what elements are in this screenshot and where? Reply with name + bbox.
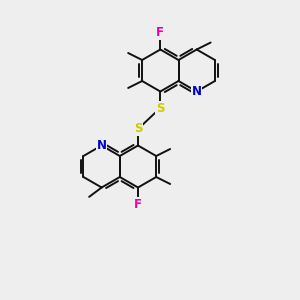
Text: S: S	[156, 101, 165, 115]
Text: F: F	[156, 26, 164, 40]
Text: N: N	[192, 85, 202, 98]
Text: F: F	[134, 197, 142, 211]
Text: N: N	[97, 139, 106, 152]
Text: S: S	[134, 122, 142, 136]
